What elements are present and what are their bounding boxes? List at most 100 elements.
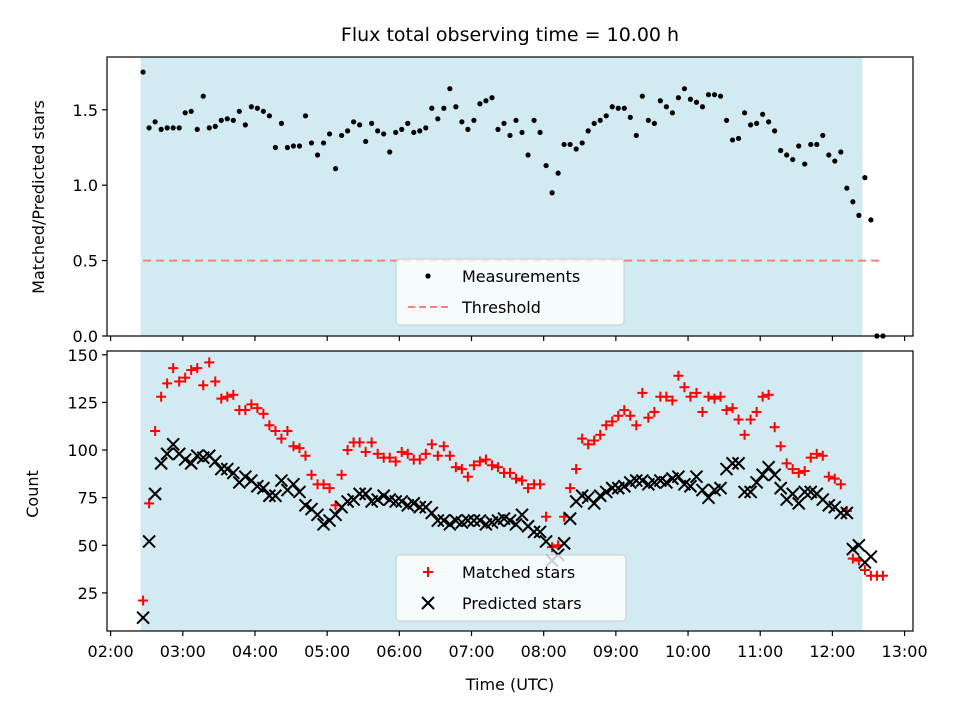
- measurement-point: [802, 161, 808, 167]
- matched-legend-marker: [423, 567, 433, 577]
- measurement-point: [796, 143, 802, 149]
- predicted-legend-marker: [421, 596, 435, 610]
- matched-point: [492, 462, 503, 473]
- matched-point: [679, 382, 690, 393]
- matched-point: [781, 458, 792, 469]
- measurement-point: [615, 105, 621, 111]
- matched-point: [685, 391, 696, 402]
- matched-point: [474, 456, 485, 467]
- predicted-point: [178, 452, 192, 467]
- measurement-point: [212, 123, 218, 129]
- matched-point: [703, 391, 714, 402]
- matched-point: [186, 365, 197, 376]
- x-tick-label: 09:00: [593, 642, 639, 661]
- matched-point: [607, 416, 618, 427]
- measurement-point: [657, 98, 663, 104]
- predicted-point: [846, 542, 860, 556]
- matched-point: [847, 553, 858, 564]
- measurement-point: [597, 117, 603, 123]
- measurement-point: [561, 141, 567, 148]
- top-legend-box: [395, 258, 625, 326]
- matched-point: [595, 429, 606, 440]
- measurement-point: [489, 95, 495, 101]
- measurement-point: [723, 117, 730, 123]
- y-tick-label: 1.5: [73, 101, 98, 120]
- matched-point: [571, 464, 582, 475]
- measurement-point: [681, 86, 688, 92]
- bottom-legend-box: [395, 554, 627, 622]
- predicted-point: [629, 473, 644, 488]
- measurement-point: [766, 119, 772, 125]
- predicted-point: [184, 456, 198, 471]
- measurement-point: [567, 141, 573, 148]
- measurement-point: [459, 119, 465, 125]
- x-tick-label: 08:00: [521, 642, 567, 661]
- y-tick-label: 100: [67, 441, 98, 460]
- measurement-point: [344, 128, 351, 134]
- matched-point: [414, 454, 425, 465]
- matched-point: [168, 363, 179, 374]
- measurement-point: [332, 166, 339, 172]
- predicted-point: [226, 466, 241, 480]
- measurement-point: [772, 128, 778, 134]
- matched-point: [715, 391, 726, 402]
- x-tick-label: 04:00: [232, 642, 278, 661]
- measurement-point: [495, 126, 501, 132]
- measurement-point: [814, 141, 820, 148]
- matched-point: [162, 378, 173, 389]
- measurement-point: [747, 122, 754, 128]
- measurement-point: [573, 146, 579, 152]
- predicted-point: [725, 456, 740, 471]
- matched-point: [817, 450, 828, 461]
- measurement-point: [393, 129, 399, 136]
- measurement-point: [669, 110, 676, 116]
- matched-point: [372, 448, 383, 459]
- measurement-point: [477, 101, 483, 107]
- predicted-point: [515, 508, 529, 522]
- measurement-point: [513, 117, 519, 123]
- x-tick-label: 05:00: [304, 642, 350, 661]
- matched-point: [240, 405, 251, 416]
- predicted-point: [659, 475, 674, 490]
- matched-point: [324, 483, 335, 494]
- predicted-point: [467, 513, 481, 528]
- measurement-point: [675, 95, 682, 101]
- matched-point: [360, 446, 371, 457]
- predicted-point: [268, 489, 283, 503]
- measurement-point: [272, 144, 279, 151]
- measurement-point: [236, 108, 242, 114]
- matched-point: [763, 389, 774, 400]
- predicted-point: [605, 481, 619, 495]
- predicted-point: [533, 525, 547, 539]
- matched-point: [222, 391, 233, 402]
- measurement-point: [555, 170, 561, 176]
- predicted-point: [749, 475, 764, 490]
- matched-point: [444, 450, 455, 461]
- y-tick-label: 75: [78, 489, 98, 508]
- matched-point: [216, 393, 227, 404]
- top-y-axis: 0.0 0.5 1.0 1.5: [73, 101, 107, 346]
- predicted-point: [671, 470, 686, 484]
- matched-point: [198, 380, 209, 391]
- matched-point: [691, 387, 702, 398]
- measurement-point: [735, 135, 742, 142]
- matched-point: [354, 437, 365, 448]
- measurement-point: [784, 152, 790, 158]
- matched-point: [396, 446, 407, 457]
- measurement-point: [645, 117, 651, 123]
- measurement-point: [453, 104, 459, 110]
- measurement-point: [699, 104, 706, 110]
- measurement-point: [603, 113, 609, 119]
- measurement-point: [447, 86, 453, 92]
- measurement-point: [820, 132, 826, 139]
- y-tick-label: 50: [78, 536, 98, 555]
- matched-point: [757, 391, 768, 402]
- measurement-point: [399, 126, 405, 132]
- matched-point: [541, 511, 552, 522]
- predicted-point: [683, 479, 698, 493]
- predicted-point: [785, 487, 800, 501]
- measurement-point: [639, 93, 645, 99]
- matched-point: [270, 426, 281, 436]
- matched-point: [258, 408, 269, 419]
